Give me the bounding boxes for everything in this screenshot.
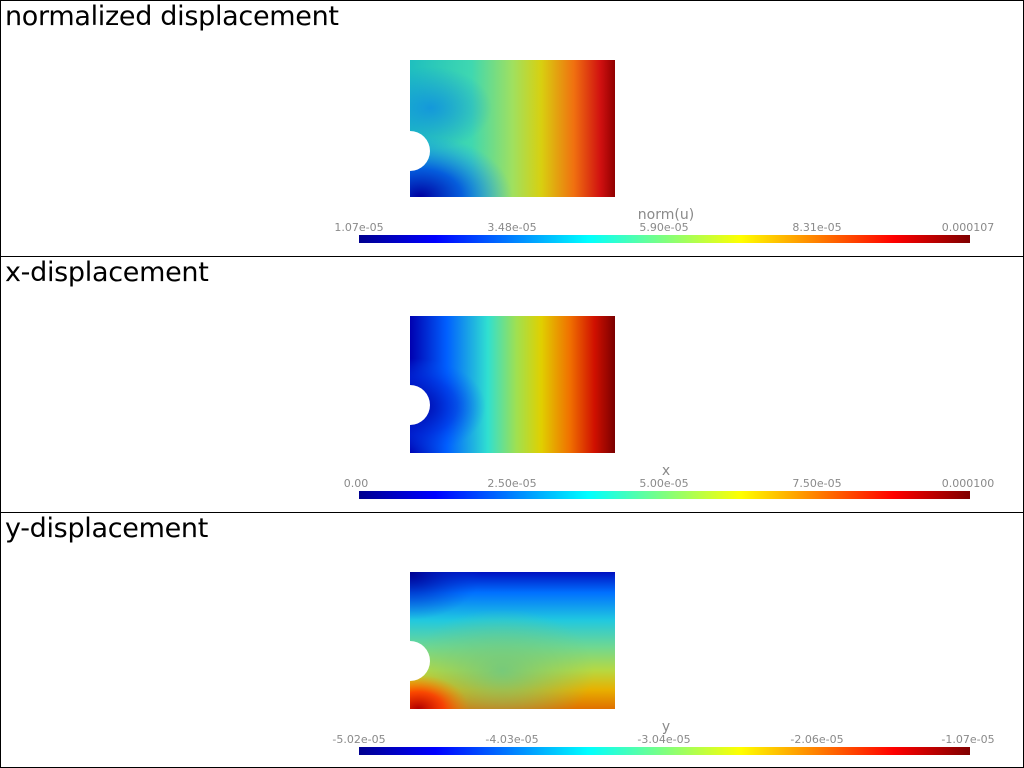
colorbar-tick-label: 5.00e-05: [639, 477, 689, 490]
colorbar-tick-label: -5.02e-05: [332, 733, 386, 746]
colorbar-tick-label: 2.50e-05: [487, 477, 537, 490]
viewport-normalized-displacement[interactable]: normalized displacement: [0, 0, 1024, 257]
colorbar-tick-label: -3.04e-05: [637, 733, 691, 746]
hole: [410, 641, 430, 681]
colorbar-tick-label: -4.03e-05: [485, 733, 539, 746]
displacement-field-plot: [410, 316, 615, 453]
colorbar-title: norm(u): [637, 207, 695, 223]
colorbar: [359, 747, 970, 755]
colorbar-tick-label: 0.00: [343, 477, 369, 490]
colorbar-tick-label: 0.000107: [941, 221, 995, 234]
colorbar-tick-label: 5.90e-05: [639, 221, 689, 234]
colorbar-tick-label: 8.31e-05: [792, 221, 842, 234]
displacement-field-plot: [410, 60, 615, 197]
viewport-y-displacement[interactable]: y-displacement: [0, 512, 1024, 768]
hole: [410, 385, 430, 425]
hole: [410, 131, 430, 171]
colorbar: [359, 491, 970, 499]
colorbar-title: x: [661, 463, 671, 479]
displacement-field-plot: [410, 572, 615, 709]
colorbar-tick-label: 7.50e-05: [792, 477, 842, 490]
colorbar-tick-label: -2.06e-05: [790, 733, 844, 746]
viewport-x-displacement[interactable]: x-displacement x 0.00 2.50e-05 5.0: [0, 256, 1024, 513]
colorbar-tick-label: -1.07e-05: [941, 733, 995, 746]
colorbar-tick-label: 1.07e-05: [334, 221, 384, 234]
colorbar-tick-label: 0.000100: [941, 477, 995, 490]
colorbar: [359, 235, 970, 243]
panel-title: normalized displacement: [5, 1, 339, 32]
colorbar-tick-label: 3.48e-05: [487, 221, 537, 234]
colorbar-title: y: [661, 719, 671, 735]
panel-title: y-displacement: [5, 513, 209, 544]
panel-title: x-displacement: [5, 257, 209, 288]
